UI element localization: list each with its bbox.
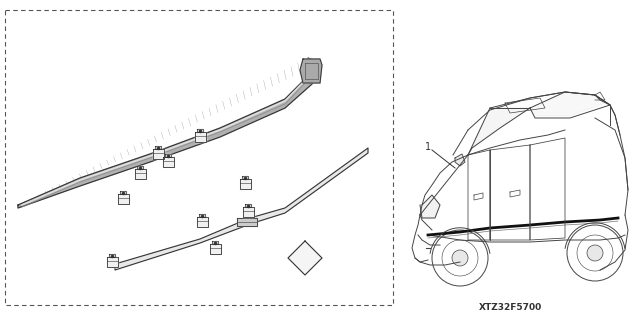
Text: XTZ32F5700: XTZ32F5700 (478, 303, 541, 313)
Polygon shape (120, 191, 126, 194)
Bar (5, 10, 393, 305)
Text: 1: 1 (425, 142, 431, 152)
Polygon shape (134, 169, 145, 179)
Polygon shape (468, 108, 530, 155)
Polygon shape (109, 254, 115, 257)
Polygon shape (288, 241, 322, 275)
Polygon shape (155, 146, 161, 149)
Polygon shape (420, 195, 440, 218)
Polygon shape (243, 207, 253, 217)
Polygon shape (530, 92, 605, 116)
Polygon shape (237, 218, 257, 226)
Polygon shape (165, 154, 171, 157)
Polygon shape (212, 241, 218, 244)
Polygon shape (242, 176, 248, 179)
Polygon shape (18, 58, 318, 208)
Polygon shape (199, 214, 205, 217)
Polygon shape (209, 244, 221, 254)
Polygon shape (196, 217, 207, 227)
Polygon shape (118, 194, 129, 204)
Polygon shape (197, 129, 203, 132)
Polygon shape (152, 149, 163, 159)
Polygon shape (239, 179, 250, 189)
Circle shape (452, 250, 468, 266)
Polygon shape (300, 59, 322, 83)
Polygon shape (163, 157, 173, 167)
Polygon shape (115, 148, 368, 270)
Polygon shape (245, 204, 251, 207)
Polygon shape (106, 257, 118, 267)
Polygon shape (137, 166, 143, 169)
Polygon shape (455, 154, 465, 166)
Polygon shape (195, 132, 205, 142)
Circle shape (587, 245, 603, 261)
